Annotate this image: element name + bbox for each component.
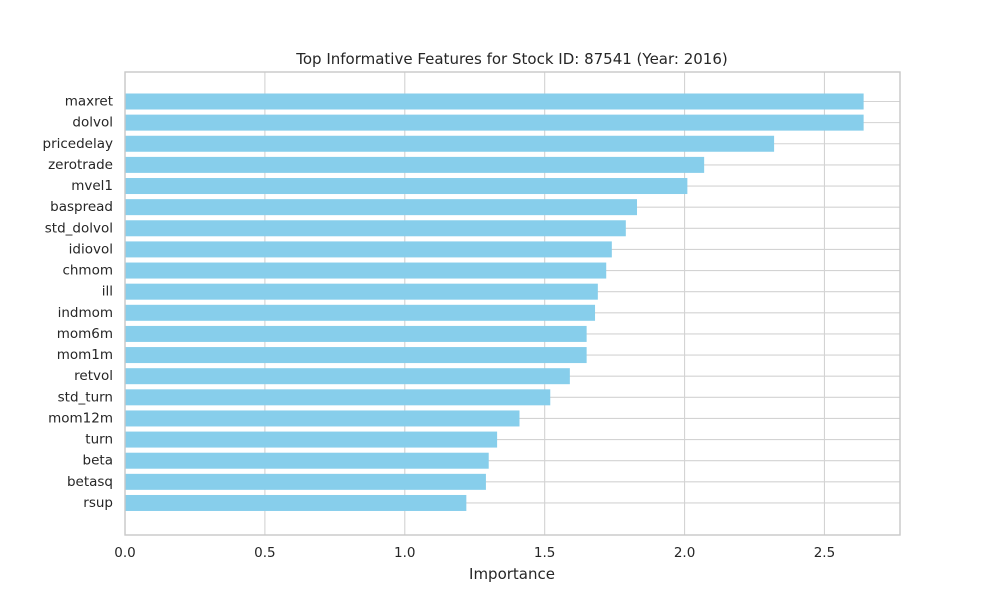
x-tick-label: 1.0 (394, 545, 415, 561)
y-tick-label: mvel1 (71, 178, 113, 194)
y-tick-label: std_dolvol (45, 220, 113, 236)
x-axis-label: Importance (469, 565, 555, 583)
y-tick-label: indmom (58, 305, 113, 321)
bar-retvol (125, 368, 570, 385)
bar-baspread (125, 199, 638, 216)
y-tick-label: retvol (74, 368, 113, 384)
x-tick-label: 2.0 (674, 545, 695, 561)
bar-maxret (125, 93, 864, 110)
y-tick-label: mom1m (57, 347, 113, 363)
y-tick-label: beta (83, 453, 113, 469)
y-tick-label: mom12m (48, 410, 113, 426)
bar-dolvol (125, 114, 864, 131)
bar-layer (125, 93, 864, 511)
bar-mvel1 (125, 178, 688, 195)
bar-turn (125, 431, 498, 448)
x-tick-label: 1.5 (534, 545, 555, 561)
y-tick-label: chmom (62, 263, 113, 279)
x-tick-labels: 0.0 0.5 1.0 1.5 2.0 2.5 (114, 545, 835, 561)
bar-pricedelay (125, 135, 775, 152)
y-tick-label: rsup (83, 495, 113, 511)
x-tick-label: 0.0 (114, 545, 135, 561)
y-tick-label: idiovol (69, 241, 113, 257)
y-tick-label: maxret (65, 94, 113, 110)
x-tick-label: 2.5 (814, 545, 835, 561)
bar-zerotrade (125, 156, 705, 173)
y-tick-label: mom6m (57, 326, 113, 342)
bar-ill (125, 283, 598, 300)
bar-idiovol (125, 241, 612, 258)
plot-frame (124, 71, 901, 536)
y-tick-labels: maxret dolvol pricedelay zerotrade mvel1 basp… (43, 94, 114, 511)
y-tick-label: baspread (50, 199, 113, 215)
bar-rsup (125, 494, 467, 511)
bar-betasq (125, 473, 486, 490)
bar-mom1m (125, 347, 587, 364)
y-tick-label: turn (85, 432, 113, 448)
bar-mom6m (125, 325, 587, 342)
bar-beta (125, 452, 489, 469)
bar-indmom (125, 304, 596, 321)
bar-mom12m (125, 410, 520, 427)
chart-title: Top Informative Features for Stock ID: 8… (295, 50, 728, 68)
y-tick-label: ill (102, 284, 113, 300)
y-tick-label: pricedelay (43, 136, 114, 152)
y-tick-label: zerotrade (48, 157, 113, 173)
y-tick-label: dolvol (72, 115, 113, 131)
bar-std-dolvol (125, 220, 626, 237)
x-tick-label: 0.5 (254, 545, 275, 561)
bar-chmom (125, 262, 607, 279)
y-tick-label: betasq (67, 474, 113, 490)
bar-std-turn (125, 389, 551, 406)
y-tick-label: std_turn (58, 389, 113, 405)
